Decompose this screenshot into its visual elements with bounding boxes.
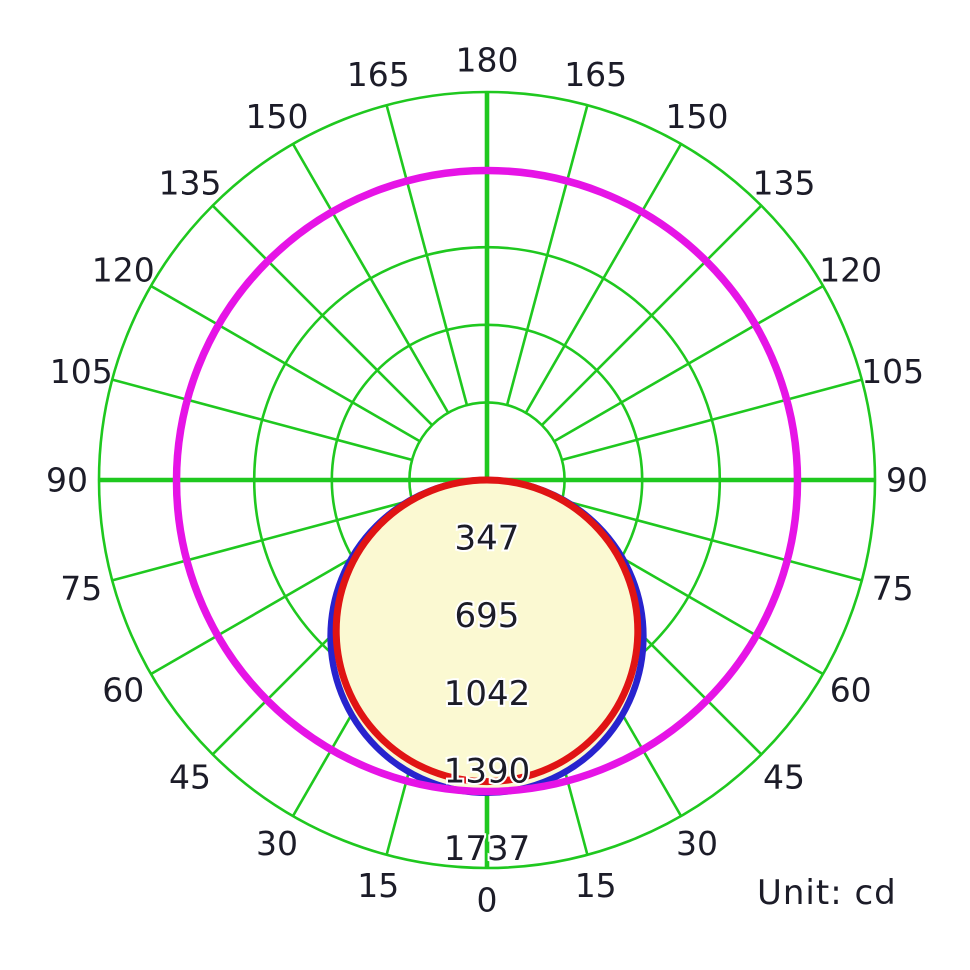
angle-label-right-135: 135 bbox=[753, 164, 816, 203]
grid-spoke-165 bbox=[505, 104, 589, 406]
ring-value-label-347: 347 bbox=[455, 519, 520, 559]
ring-value-label-1042: 1042 bbox=[444, 674, 531, 714]
angle-label-right-60: 60 bbox=[830, 671, 872, 710]
ring-value-label-1737: 1737 bbox=[444, 829, 531, 869]
angle-label-right-45: 45 bbox=[763, 758, 805, 797]
angle-label-left-105: 105 bbox=[50, 352, 113, 391]
angle-label-left-60: 60 bbox=[102, 671, 144, 710]
angle-label-right-105: 105 bbox=[861, 352, 924, 391]
unit-label: Unit: cd bbox=[757, 873, 897, 913]
angle-label-right-120: 120 bbox=[819, 251, 882, 290]
angle-label-right-165: 165 bbox=[564, 55, 627, 94]
ring-value-label-1390: 1390 bbox=[444, 751, 531, 791]
angle-label-right-90: 90 bbox=[886, 461, 928, 500]
grid-spoke-195 bbox=[385, 104, 469, 406]
angle-label-bottom-0: 0 bbox=[477, 881, 498, 920]
angle-label-left-135: 135 bbox=[159, 164, 222, 203]
angle-label-left-75: 75 bbox=[60, 569, 102, 608]
angle-label-left-165: 165 bbox=[347, 55, 410, 94]
grid-spoke-285 bbox=[111, 498, 413, 582]
angle-label-left-45: 45 bbox=[169, 758, 211, 797]
ring-value-label-695: 695 bbox=[455, 596, 520, 636]
grid-spoke-225 bbox=[211, 204, 434, 427]
red-intensity-curve bbox=[332, 476, 642, 786]
angle-label-left-150: 150 bbox=[246, 97, 309, 136]
magenta-intensity-circle bbox=[172, 166, 802, 796]
grid-spoke-75 bbox=[561, 498, 863, 582]
grid-spoke-255 bbox=[111, 378, 413, 462]
grid-spoke-135 bbox=[540, 204, 763, 427]
grid-spoke-105 bbox=[561, 378, 863, 462]
grid-spoke-240 bbox=[150, 284, 421, 443]
grid-spoke-120 bbox=[553, 284, 824, 443]
angle-label-left-30: 30 bbox=[256, 824, 298, 863]
angle-label-left-90: 90 bbox=[46, 461, 88, 500]
angle-label-top-180: 180 bbox=[456, 41, 519, 80]
angle-label-left-120: 120 bbox=[92, 251, 155, 290]
grid-spoke-150 bbox=[524, 143, 683, 414]
angle-label-right-30: 30 bbox=[676, 824, 718, 863]
angle-label-right-75: 75 bbox=[872, 569, 914, 608]
angle-label-right-15: 15 bbox=[575, 866, 617, 905]
angle-label-right-150: 150 bbox=[666, 97, 729, 136]
angle-label-left-15: 15 bbox=[357, 866, 399, 905]
grid-spoke-210 bbox=[291, 143, 450, 414]
